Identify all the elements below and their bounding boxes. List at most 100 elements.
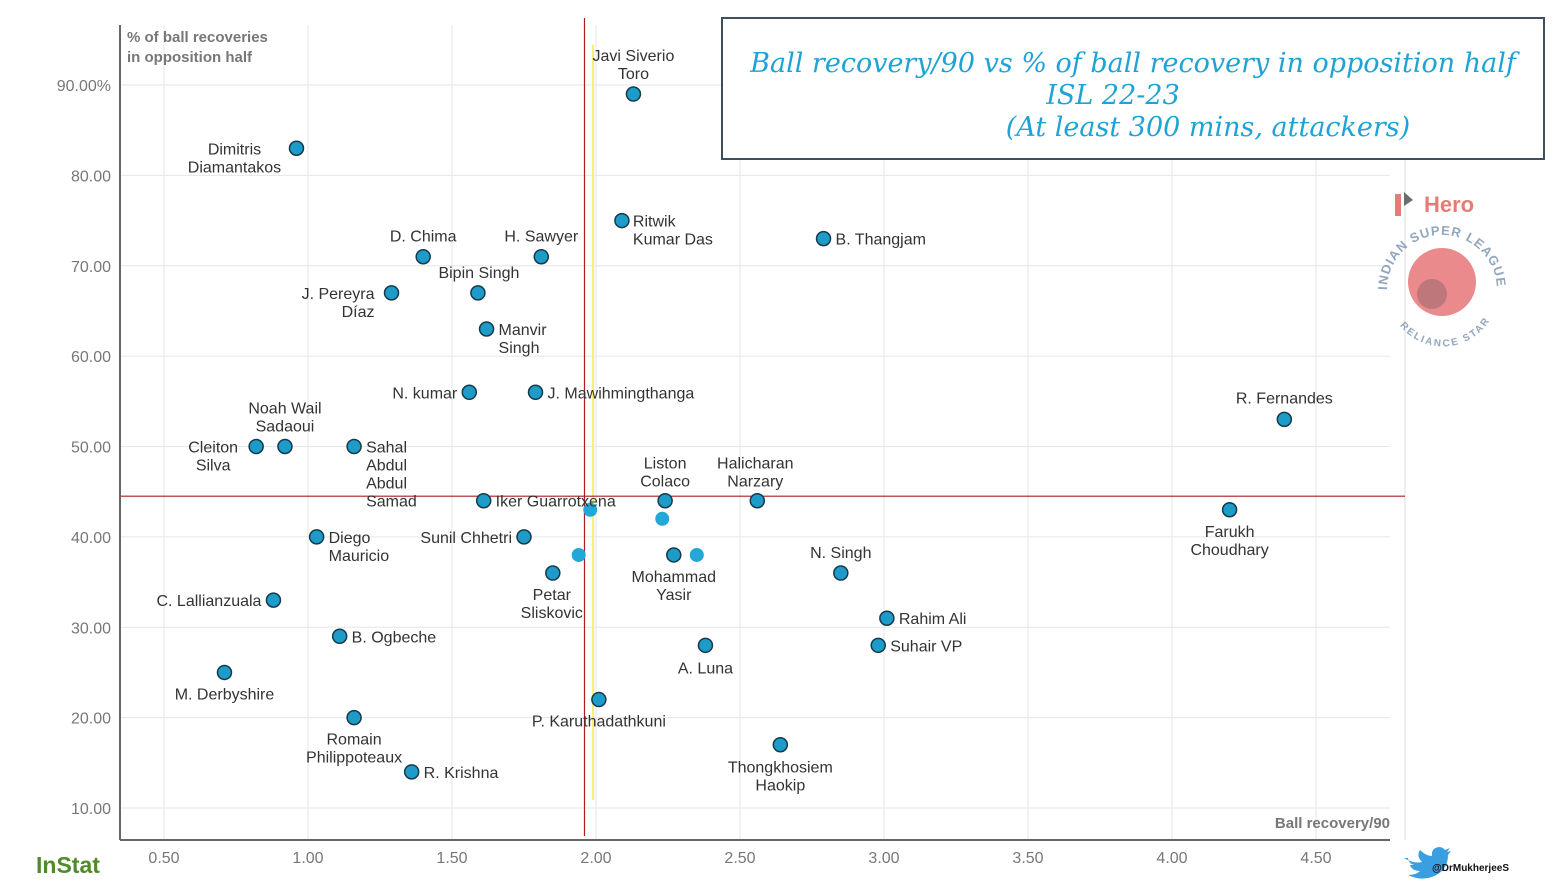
point-label-line: Colaco [640,474,690,491]
point-label-line: Abdul [366,476,407,493]
data-point [545,565,561,581]
point-label-line: Rahim Ali [899,611,967,628]
point-label: R. Krishna [424,765,499,782]
data-point [308,529,325,545]
point-label-line: A. Luna [678,660,733,677]
point-label-line: Choudhary [1190,542,1268,559]
data-point [277,438,293,455]
point-label-line: Petar [533,587,572,604]
data-point [475,492,492,509]
point-label-line: Suhair VP [890,638,962,655]
data-point [248,438,264,455]
title-line: ISL 22-23 [1046,80,1180,111]
y-axis-title-line: in opposition half [127,49,253,66]
point-label-line: Haokip [755,778,805,795]
data-point [527,384,544,401]
point-label: J. Mawihmingthanga [548,385,695,402]
y-tick-label: 20.00 [71,711,111,728]
data-point [614,212,630,229]
point-label-line: Cleiton [188,440,238,457]
point-label-line: Diamantakos [188,159,281,176]
hero-logo-text: Hero [1424,192,1474,217]
point-label-line: Mauricio [329,548,390,565]
unlabeled-data-point [655,511,670,526]
point-label-line: N. kumar [392,385,458,402]
point-label-line: D. Chima [390,229,457,246]
point-label-line: Farukh [1205,524,1255,541]
point-label-line: Kumar Das [633,232,713,249]
twitter-bird-icon [1404,847,1451,879]
point-label-line: P. Karuthadathkuni [532,714,666,731]
x-tick-label: 2.00 [580,850,611,867]
data-point [331,628,348,645]
point-label-line: B. Ogbeche [352,629,437,646]
data-point [403,764,420,780]
point-label: Iker Guarrotxena [496,494,616,511]
point-label-line: J. Mawihmingthanga [548,385,695,402]
data-point [415,248,431,265]
data-point [749,492,766,509]
unlabeled-data-point [689,547,704,562]
data-point [461,384,478,401]
y-tick-label: 30.00 [71,620,111,637]
x-tick-label: 4.50 [1300,850,1331,867]
point-label-line: Bipin Singh [438,265,519,282]
point-label-line: Singh [499,340,540,357]
point-label-line: Toro [618,66,649,83]
data-point [346,709,362,726]
data-point [346,438,362,455]
data-point [657,492,673,509]
y-tick-label: 60.00 [71,349,111,366]
point-label-line: Noah Wail [248,401,321,418]
x-tick-label: 1.50 [436,850,467,867]
data-point [591,691,607,708]
point-label: Suhair VP [890,638,962,655]
data-point [879,610,895,626]
point-label-line: Sunil Chhetri [420,530,512,547]
hero-logo-mark [1395,194,1401,216]
point-label-line: Dimitris [208,141,261,158]
unlabeled-data-point [571,547,586,562]
point-label-line: Thongkhosiem [728,760,833,777]
unlabeled-data-point [583,502,598,517]
point-label-line: J. Pereyra [302,286,375,303]
point-label-line: Manvir [499,322,548,339]
point-label-line: Philippoteaux [306,750,402,767]
title-line: Ball recovery/90 vs % of ball recovery i… [750,48,1516,79]
point-label-line: R. Fernandes [1236,390,1333,407]
data-point [288,140,305,157]
point-label-line: Silva [196,458,231,475]
data-point [772,736,789,753]
x-tick-label: 1.00 [292,850,323,867]
data-point [383,285,400,301]
title-line: (At least 300 mins, attackers) [1005,112,1411,143]
point-label: Sunil Chhetri [420,530,512,547]
data-point [478,321,495,337]
data-point [697,637,714,654]
y-tick-label: 70.00 [71,259,111,276]
data-point [516,529,532,545]
point-label-line: Liston [644,456,687,473]
football-logo [1408,248,1476,316]
point-label-line: Iker Guarrotxena [496,494,616,511]
point-label: D. Chima [390,229,457,246]
point-label-line: C. Lallianzuala [156,593,261,610]
point-label: A. Luna [678,660,733,677]
point-label: M. Derbyshire [175,686,275,703]
twitter-handle: @DrMukherjeeS [1432,863,1509,874]
